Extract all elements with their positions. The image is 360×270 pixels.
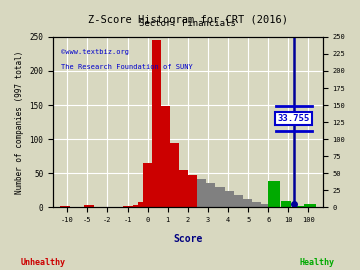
Bar: [60, 206, 70, 207]
Bar: [152, 40, 161, 207]
Bar: [243, 198, 252, 207]
Bar: [281, 201, 291, 207]
Bar: [138, 202, 148, 207]
Text: Sector: Financials: Sector: Financials: [139, 19, 236, 28]
Bar: [161, 106, 170, 207]
Text: Healthy: Healthy: [299, 258, 334, 267]
Bar: [179, 170, 188, 207]
Bar: [132, 206, 143, 207]
Bar: [216, 187, 225, 207]
Text: ©www.textbiz.org: ©www.textbiz.org: [61, 49, 129, 55]
Bar: [296, 206, 309, 207]
X-axis label: Score: Score: [173, 234, 203, 244]
Bar: [252, 202, 261, 207]
Text: 33.755: 33.755: [278, 114, 310, 123]
Bar: [305, 204, 316, 207]
Bar: [170, 143, 179, 207]
Bar: [122, 206, 132, 207]
Bar: [138, 205, 148, 207]
Bar: [225, 191, 234, 207]
Text: The Research Foundation of SUNY: The Research Foundation of SUNY: [61, 64, 193, 70]
Bar: [188, 175, 197, 207]
Bar: [206, 183, 216, 207]
Bar: [84, 205, 94, 207]
Bar: [143, 163, 152, 207]
Bar: [132, 205, 143, 207]
Text: Unhealthy: Unhealthy: [21, 258, 66, 267]
Bar: [234, 195, 243, 207]
Title: Z-Score Histogram for CRT (2016): Z-Score Histogram for CRT (2016): [88, 15, 288, 25]
Bar: [268, 181, 280, 207]
Y-axis label: Number of companies (997 total): Number of companies (997 total): [15, 50, 24, 194]
Bar: [197, 179, 206, 207]
Bar: [261, 204, 270, 207]
